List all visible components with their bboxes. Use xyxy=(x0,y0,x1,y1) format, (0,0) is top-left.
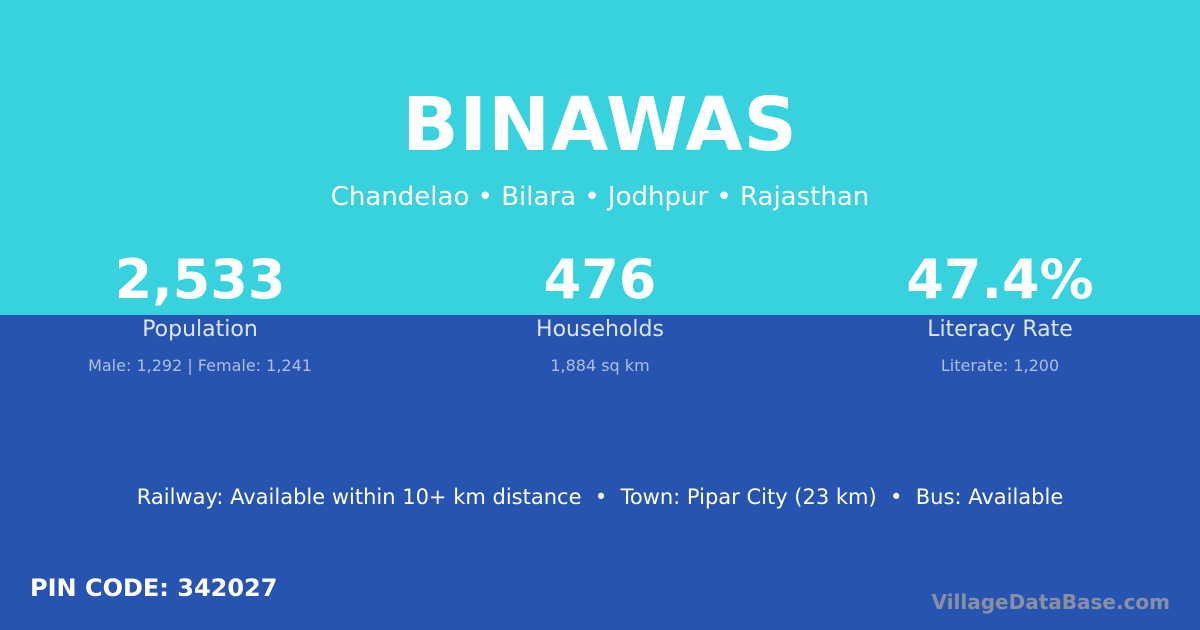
stat-detail: Literate: 1,200 xyxy=(940,356,1060,375)
pin-code: PIN CODE: 342027 xyxy=(30,574,278,602)
stat-population: 2,533 Population Male: 1,292 | Female: 1… xyxy=(0,248,400,375)
stat-label: Households xyxy=(536,317,664,342)
header-band xyxy=(0,0,1200,315)
stat-value: 47.4% xyxy=(906,248,1094,311)
body-band xyxy=(0,315,1200,630)
stat-detail: 1,884 sq km xyxy=(550,356,650,375)
stat-detail: Male: 1,292 | Female: 1,241 xyxy=(88,356,312,375)
village-name: BINAWAS xyxy=(402,82,798,168)
stat-value: 2,533 xyxy=(114,248,286,311)
stat-households: 476 Households 1,884 sq km xyxy=(400,248,800,375)
amenities-info: Railway: Available within 10+ km distanc… xyxy=(136,485,1064,509)
stat-value: 476 xyxy=(543,248,657,311)
stat-literacy: 47.4% Literacy Rate Literate: 1,200 xyxy=(800,248,1200,375)
watermark: VillageDataBase.com xyxy=(931,590,1170,614)
location-breadcrumb: Chandelao • Bilara • Jodhpur • Rajasthan xyxy=(330,182,870,212)
stat-label: Literacy Rate xyxy=(927,317,1073,342)
stat-label: Population xyxy=(142,317,258,342)
